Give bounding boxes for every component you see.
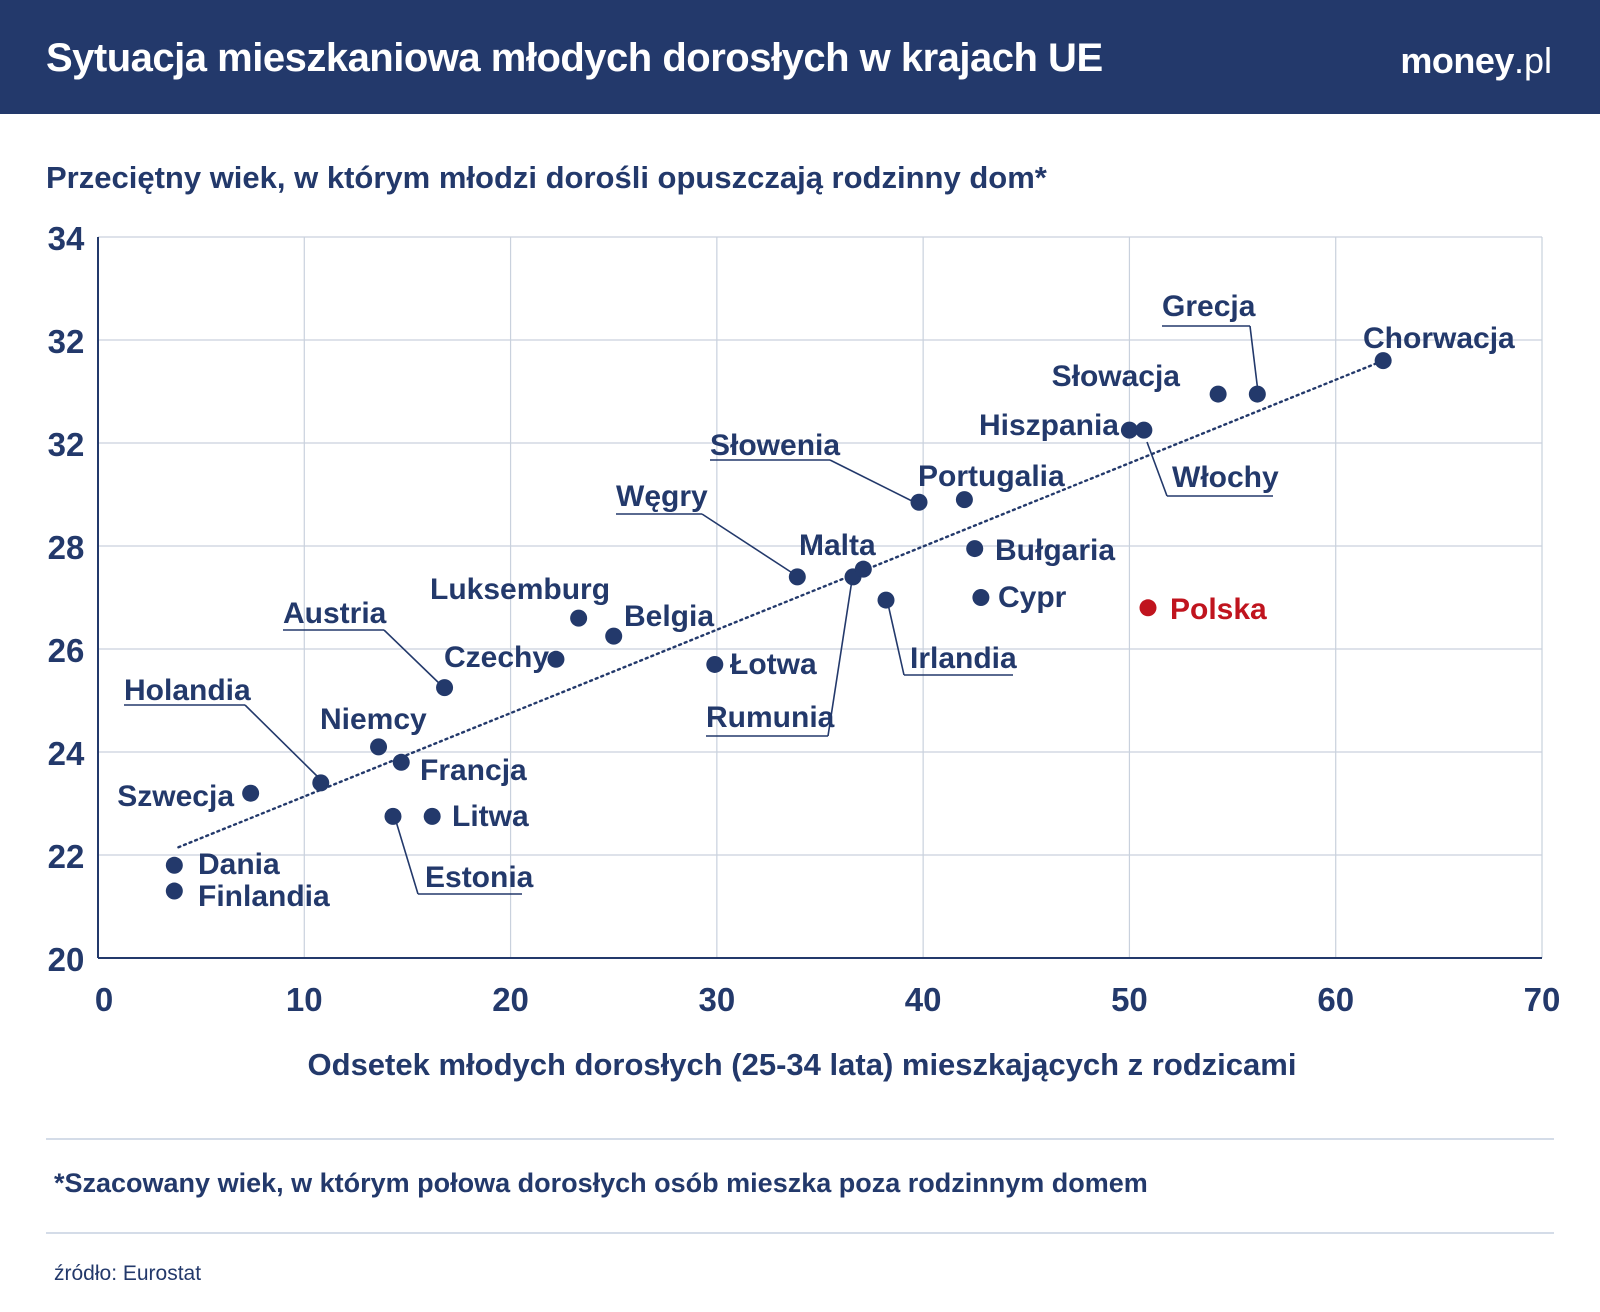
point-label-wegry: Węgry bbox=[616, 480, 708, 513]
point-label-litwa: Litwa bbox=[452, 800, 529, 833]
divider-bottom bbox=[46, 1232, 1554, 1234]
y-tick-label: 26 bbox=[48, 632, 85, 669]
data-point-luksemburg bbox=[570, 609, 588, 627]
data-point-slowacja bbox=[1209, 385, 1227, 403]
leader-line-grecja bbox=[1249, 325, 1259, 393]
x-tick-label: 10 bbox=[286, 981, 323, 1018]
x-tick-label: 70 bbox=[1524, 981, 1561, 1018]
y-tick-label: 20 bbox=[48, 941, 85, 978]
point-label-slowacja: Słowacja bbox=[1052, 360, 1181, 393]
x-tick-label: 50 bbox=[1111, 981, 1148, 1018]
y-tick-label: 28 bbox=[48, 529, 85, 566]
point-label-szwecja: Szwecja bbox=[117, 780, 234, 813]
source-note: źródło: Eurostat bbox=[54, 1262, 202, 1285]
money-pl-logo: money.pl bbox=[1400, 40, 1552, 82]
point-label-chorwacja: Chorwacja bbox=[1363, 322, 1515, 355]
header-bar: Sytuacja mieszkaniowa młodych dorosłych … bbox=[0, 0, 1600, 114]
data-point-estonia bbox=[384, 807, 402, 825]
point-label-francja: Francja bbox=[420, 754, 527, 787]
trend-line bbox=[177, 359, 1385, 849]
point-label-austria: Austria bbox=[283, 597, 387, 630]
point-label-cypr: Cypr bbox=[998, 581, 1067, 614]
point-label-czechy: Czechy bbox=[444, 641, 549, 674]
point-label-slowenia: Słowenia bbox=[710, 429, 840, 462]
data-point-finlandia bbox=[165, 882, 183, 900]
leader-line-estonia bbox=[394, 817, 419, 895]
data-point-hiszpania bbox=[1120, 421, 1138, 439]
y-tick-label: 34 bbox=[48, 220, 85, 257]
data-point-chorwacja bbox=[1374, 352, 1392, 370]
data-point-grecja bbox=[1248, 385, 1266, 403]
data-point-polska bbox=[1139, 599, 1157, 617]
leader-line-rumunia bbox=[827, 579, 853, 737]
chart-subtitle: Przeciętny wiek, w którym młodzi dorośli… bbox=[46, 160, 1047, 195]
point-label-grecja: Grecja bbox=[1162, 290, 1256, 323]
point-label-estonia: Estonia bbox=[425, 861, 534, 894]
data-point-slowenia bbox=[910, 493, 928, 511]
point-label-niemcy: Niemcy bbox=[320, 703, 427, 736]
data-point-francja bbox=[392, 753, 410, 771]
point-label-holandia: Holandia bbox=[124, 674, 251, 707]
leader-line-irlandia bbox=[887, 603, 905, 676]
point-label-belgia: Belgia bbox=[624, 600, 714, 633]
data-point-holandia bbox=[312, 774, 330, 792]
point-label-polska: Polska bbox=[1170, 593, 1267, 626]
data-point-lotwa bbox=[706, 655, 724, 673]
scatter-chart: 20 22 24 26 28 32 32 34 0 10 20 30 40 50 60 70 Odsetek m… bbox=[48, 220, 1561, 1082]
leader-line-slowenia bbox=[829, 459, 919, 505]
data-point-bulgaria bbox=[966, 540, 984, 558]
point-label-hiszpania: Hiszpania bbox=[979, 409, 1119, 442]
point-label-portugalia: Portugalia bbox=[918, 460, 1065, 493]
point-label-malta: Malta bbox=[799, 529, 876, 562]
leader-line-holandia bbox=[244, 704, 321, 780]
point-label-luksemburg: Luksemburg bbox=[430, 573, 610, 606]
data-point-austria bbox=[436, 679, 454, 697]
leader-line-wegry bbox=[701, 513, 798, 577]
data-point-malta bbox=[854, 560, 872, 578]
x-tick-label: 40 bbox=[905, 981, 942, 1018]
point-label-lotwa: Łotwa bbox=[730, 648, 817, 681]
data-point-wegry bbox=[788, 568, 806, 586]
data-point-dania bbox=[165, 856, 183, 874]
logo-light-part: .pl bbox=[1513, 40, 1552, 81]
data-point-litwa bbox=[423, 807, 441, 825]
y-tick-label: 32 bbox=[48, 426, 85, 463]
data-point-irlandia bbox=[877, 591, 895, 609]
point-label-dania: Dania bbox=[198, 848, 280, 881]
page-title: Sytuacja mieszkaniowa młodych dorosłych … bbox=[46, 36, 1103, 80]
footnote: *Szacowany wiek, w którym połowa dorosły… bbox=[54, 1168, 1148, 1198]
data-point-szwecja bbox=[242, 784, 260, 802]
leader-line-austria bbox=[383, 629, 443, 687]
x-tick-label: 20 bbox=[492, 981, 529, 1018]
data-point-portugalia bbox=[955, 491, 973, 509]
divider-top bbox=[46, 1138, 1554, 1140]
data-point-wlochy bbox=[1135, 421, 1153, 439]
leader-line-wlochy bbox=[1146, 441, 1168, 497]
x-axis-label: Odsetek młodych dorosłych (25-34 lata) m… bbox=[308, 1047, 1297, 1082]
point-label-wlochy: Włochy bbox=[1172, 461, 1279, 494]
data-point-belgia bbox=[605, 627, 623, 645]
y-tick-label: 24 bbox=[48, 735, 85, 772]
x-tick-label: 0 bbox=[95, 981, 113, 1018]
y-tick-label: 32 bbox=[48, 323, 85, 360]
point-label-bulgaria: Bułgaria bbox=[995, 534, 1115, 567]
x-tick-label: 60 bbox=[1317, 981, 1354, 1018]
logo-bold-part: money bbox=[1400, 40, 1514, 81]
point-label-rumunia: Rumunia bbox=[706, 701, 835, 734]
data-point-czechy bbox=[547, 650, 565, 668]
point-label-finlandia: Finlandia bbox=[198, 880, 330, 913]
x-tick-label: 30 bbox=[698, 981, 735, 1018]
data-point-cypr bbox=[972, 589, 990, 606]
data-point-niemcy bbox=[370, 738, 388, 756]
y-tick-label: 22 bbox=[48, 838, 85, 875]
point-label-irlandia: Irlandia bbox=[910, 642, 1017, 675]
